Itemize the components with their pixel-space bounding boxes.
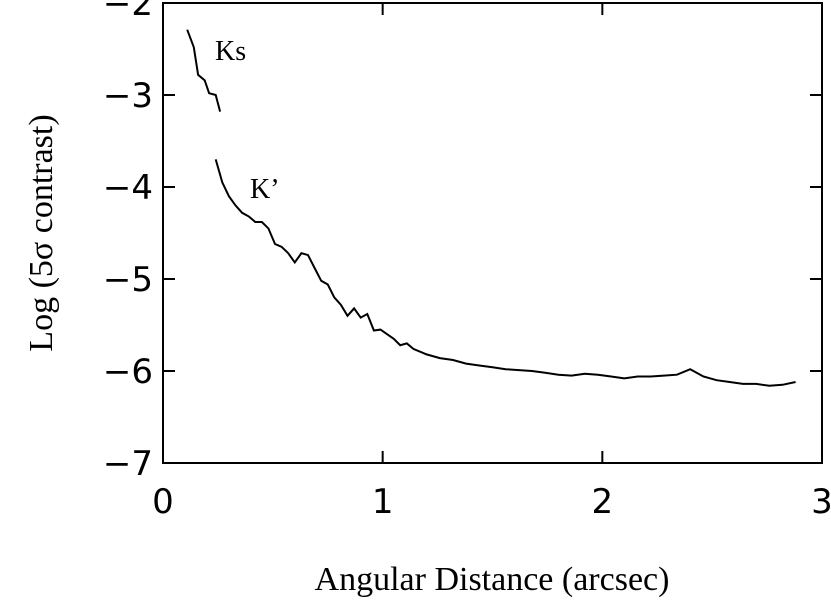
series-label: Ks — [215, 36, 246, 67]
x-tick-label: 3 — [811, 482, 831, 522]
y-axis-label: Log (5σ contrast) — [23, 114, 60, 351]
x-tick-label: 0 — [152, 482, 174, 522]
y-tick-label: −3 — [103, 76, 153, 116]
y-tick-label: −5 — [103, 260, 153, 300]
y-tick-label: −7 — [103, 444, 153, 484]
x-axis-label: Angular Distance (arcsec) — [315, 561, 670, 598]
plot-frame — [162, 2, 823, 464]
y-tick-label: −6 — [103, 352, 153, 392]
x-tick-label: 2 — [592, 482, 614, 522]
line — [214, 159, 796, 387]
y-tick-label: −2 — [103, 0, 153, 24]
y-tick-label: −4 — [103, 168, 153, 208]
series-label: K’ — [250, 174, 280, 205]
x-tick-label: 1 — [372, 482, 394, 522]
line — [186, 29, 222, 112]
